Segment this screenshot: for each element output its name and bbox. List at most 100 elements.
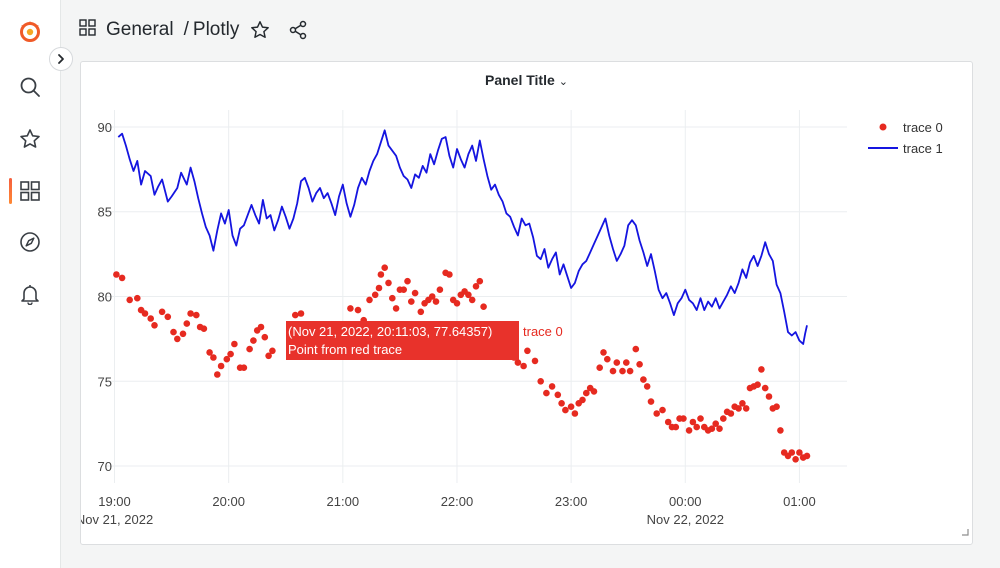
trace-0-point <box>596 364 603 372</box>
breadcrumb-dashboard[interactable]: Plotly <box>192 19 240 40</box>
trace-0-point <box>385 279 392 287</box>
trace-0-point <box>788 449 796 456</box>
trace-0-point <box>619 367 626 375</box>
y-tick-label: 70 <box>98 459 112 474</box>
trace-0-point <box>250 337 257 344</box>
trace-0-point <box>240 364 248 372</box>
trace-0-point <box>217 362 225 370</box>
legend-item-trace-0[interactable]: trace 0 <box>879 120 943 135</box>
legend-label-trace-0: trace 0 <box>903 120 943 135</box>
trace-0-point <box>246 345 253 353</box>
trace-0-point <box>548 383 556 390</box>
explore-compass-icon[interactable] <box>17 229 43 255</box>
trace-0-point <box>742 405 750 412</box>
legend-label-trace-1: trace 1 <box>903 141 943 156</box>
series-trace-1 <box>117 129 808 345</box>
trace-0-point <box>113 271 120 278</box>
x-tick-label: 00:00 <box>669 494 702 509</box>
trace-0-point <box>567 403 575 411</box>
trace-0-point <box>558 400 565 407</box>
trace-0-point <box>543 389 550 397</box>
trace-0-point <box>147 315 154 322</box>
active-indicator <box>9 178 12 204</box>
trace-0-point <box>773 403 780 411</box>
alerting-bell-icon[interactable] <box>17 281 43 307</box>
trace-0-point <box>803 452 811 460</box>
search-icon[interactable] <box>17 74 43 100</box>
plotly-chart[interactable]: 70 75 80 85 90 19:00 Nov 21, 2022 20:00 21:00 22… <box>81 62 974 546</box>
trace-0-point <box>389 294 396 302</box>
trace-0-point <box>600 349 607 356</box>
legend-item-trace-1[interactable]: trace 1 <box>868 141 943 156</box>
trace-0-point <box>685 427 693 434</box>
trace-0-point <box>265 352 272 360</box>
trace-0-point <box>269 347 276 355</box>
trace-0-point <box>292 311 299 319</box>
y-tick-label: 85 <box>98 205 112 220</box>
trace-0-point <box>206 349 213 356</box>
trace-0-point <box>693 423 700 431</box>
trace-0-point <box>623 359 630 366</box>
trace-0-point <box>200 325 208 333</box>
trace-0-point <box>118 274 126 282</box>
trace-0-point <box>347 305 354 312</box>
trace-0-point <box>183 320 191 327</box>
trace-0-point <box>472 283 480 290</box>
trace-0-point <box>754 381 761 389</box>
share-button[interactable] <box>285 17 311 43</box>
trace-0-point <box>366 296 373 304</box>
sidebar-expand-button[interactable] <box>49 47 73 71</box>
tooltip-trace-name: trace 0 <box>523 324 563 339</box>
trace-0-point <box>297 310 305 317</box>
hover-tooltip: (Nov 21, 2022, 20:11:03, 77.64357) Point… <box>286 321 563 360</box>
trace-0-point <box>392 305 400 312</box>
trace-0-point <box>193 311 200 319</box>
trace-0-point <box>476 277 484 285</box>
chevron-right-icon <box>58 54 64 64</box>
trace-0-point <box>446 271 453 278</box>
trace-0-point <box>664 418 672 426</box>
trace-0-point <box>231 340 238 348</box>
grafana-logo-icon[interactable] <box>17 18 43 44</box>
panel-title[interactable]: Panel Title <box>485 72 555 88</box>
trace-0-point <box>643 383 651 390</box>
star-icon[interactable] <box>17 126 43 152</box>
trace-0-point <box>562 406 569 414</box>
panel-title-menu[interactable]: Panel Title ⌄ <box>81 72 972 88</box>
trace-0-point <box>708 425 716 433</box>
y-axis: 70 75 80 85 90 <box>98 120 112 474</box>
trace-0-point <box>520 362 527 370</box>
tooltip-box <box>286 321 519 360</box>
trace-0-point <box>579 396 586 404</box>
x-tick-label: 19:00 <box>98 494 131 509</box>
trace-0-point <box>417 308 425 316</box>
x-tick-label: 23:00 <box>555 494 588 509</box>
trace-0-point <box>480 303 487 310</box>
trace-0-point <box>672 423 680 431</box>
dashboards-icon[interactable] <box>17 178 43 204</box>
trace-0-point <box>436 286 444 293</box>
grid <box>105 110 847 483</box>
trace-0-point <box>531 357 539 365</box>
trace-0-point <box>126 296 133 304</box>
panel: Panel Title ⌄ 70 75 80 85 90 19:00 Nov 21, 202… <box>80 61 973 545</box>
trace-0-point <box>400 286 408 293</box>
trace-0-point <box>716 425 723 433</box>
trace-0-point <box>158 308 166 316</box>
trace-0-point <box>468 296 476 304</box>
trace-0-point <box>613 359 621 366</box>
tooltip-line-1: (Nov 21, 2022, 20:11:03, 77.64357) <box>288 324 492 339</box>
trace-0-point <box>609 367 617 375</box>
panel-resize-handle[interactable] <box>961 523 969 541</box>
y-tick-label: 90 <box>98 120 112 135</box>
x-tick-label: 20:00 <box>212 494 245 509</box>
trace-0-point <box>514 359 522 366</box>
trace-0-point <box>354 306 362 314</box>
breadcrumb-folder[interactable]: General <box>106 19 174 40</box>
trace-0-point <box>408 298 415 305</box>
trace-0-point <box>170 328 177 336</box>
trace-0-point <box>227 350 234 358</box>
trace-0-point <box>151 322 158 329</box>
favorite-button[interactable] <box>247 17 273 43</box>
trace-0-point <box>680 415 687 422</box>
